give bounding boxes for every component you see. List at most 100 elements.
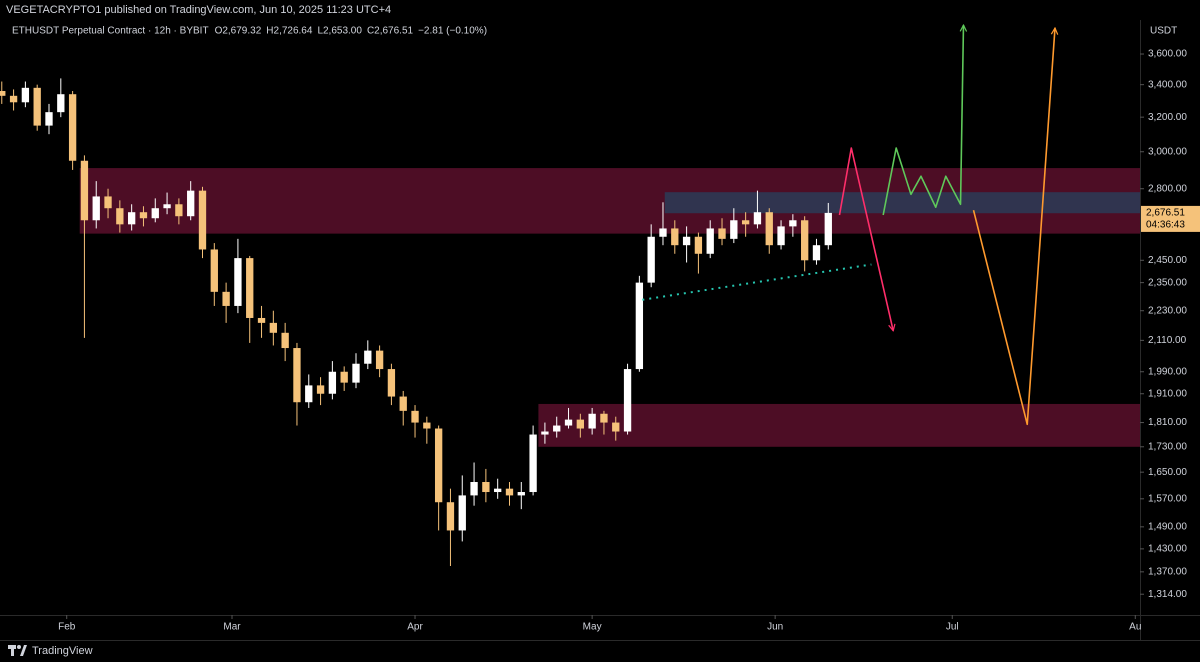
- candle-body: [741, 220, 750, 225]
- candle-body: [364, 350, 372, 364]
- y-tick-label: 1,990.00: [1148, 366, 1187, 377]
- ohlc-value: O2,679.32: [215, 26, 262, 37]
- projection-path: [838, 147, 894, 331]
- axes: 3,600.00 3,400.00 3,200.00 3,000.00 2,800.00…: [58, 49, 1200, 633]
- candle-body: [21, 87, 30, 103]
- zones: [79, 168, 1141, 447]
- y-tick-label: 1,810.00: [1148, 417, 1187, 428]
- candle-body: [269, 322, 278, 333]
- candle-body: [600, 413, 608, 423]
- candle-body: [234, 258, 242, 306]
- candle-body: [694, 236, 703, 254]
- x-tick-label: Apr: [407, 622, 423, 633]
- candle-body: [824, 212, 832, 246]
- y-tick-label: 1,650.00: [1148, 467, 1187, 478]
- candle-body: [812, 245, 821, 261]
- ohlc-value: −2.81 (−0.10%): [418, 26, 487, 37]
- candle-body: [588, 413, 596, 429]
- currency: USDT: [1150, 26, 1177, 37]
- candle-body: [458, 495, 466, 531]
- candle-body: [222, 291, 230, 306]
- candle-body: [635, 282, 644, 370]
- candle-body: [92, 196, 100, 221]
- candle-body: [659, 228, 667, 237]
- x-tick-label: Jul: [946, 622, 959, 633]
- x-tick-label: Jun: [767, 622, 783, 633]
- candle-body: [328, 371, 337, 394]
- candle-body: [399, 396, 407, 411]
- candle-body: [718, 228, 726, 239]
- candle-body: [505, 488, 514, 496]
- x-tick-label: Feb: [58, 622, 76, 633]
- x-tick-label: Mar: [223, 622, 241, 633]
- candle-body: [753, 212, 762, 225]
- candle-body: [187, 190, 195, 217]
- candle-body: [647, 236, 655, 283]
- candle-body: [494, 488, 502, 493]
- candle-body: [529, 434, 537, 493]
- y-tick-label: 3,000.00: [1148, 146, 1187, 157]
- y-tick-label: 1,490.00: [1148, 521, 1187, 532]
- y-tick-label: 1,910.00: [1148, 388, 1187, 399]
- candle-body: [730, 220, 738, 239]
- y-tick-label: 3,600.00: [1148, 49, 1187, 60]
- x-tick-label: Au: [1129, 622, 1141, 633]
- candle-body: [0, 91, 6, 96]
- candle-body: [305, 385, 313, 403]
- candle-body: [671, 228, 679, 246]
- candle-body: [9, 95, 18, 103]
- y-tick-label: 2,230.00: [1148, 305, 1187, 316]
- candle-body: [175, 204, 183, 217]
- brand-logo: [8, 645, 27, 656]
- candle-body: [257, 317, 266, 323]
- candle-body: [293, 348, 301, 403]
- candle-body: [375, 350, 384, 370]
- ohlc-value: L2,653.00: [317, 26, 362, 37]
- candle-body: [57, 94, 65, 113]
- candle-body: [564, 419, 573, 426]
- candle-body: [446, 502, 455, 531]
- candle-body: [553, 425, 561, 432]
- publisher: VEGETACRYPTO1 published on TradingView.c…: [6, 4, 391, 16]
- candle-body: [541, 431, 549, 435]
- candle-body: [612, 422, 620, 432]
- brand: TradingView: [32, 645, 93, 657]
- candle-body: [411, 410, 419, 423]
- projection-path: [972, 28, 1055, 426]
- y-tick-label: 2,350.00: [1148, 277, 1187, 288]
- candle-body: [163, 204, 171, 209]
- candle-body: [706, 228, 714, 254]
- candle-body: [470, 482, 478, 496]
- candle-body: [316, 385, 325, 394]
- candle-body: [352, 363, 360, 383]
- last-price-box: [1141, 205, 1200, 232]
- candle-body: [517, 492, 525, 496]
- ohlc-value: C2,676.51: [367, 26, 414, 37]
- y-tick-label: 3,200.00: [1148, 112, 1187, 123]
- candle-body: [777, 226, 785, 246]
- y-tick-label: 2,450.00: [1148, 255, 1187, 266]
- candle-body: [423, 422, 431, 429]
- candle-body: [68, 94, 77, 161]
- symbol-title: ETHUSDT Perpetual Contract · 12h · BYBIT: [12, 26, 209, 37]
- candle-body: [281, 332, 289, 349]
- y-tick-label: 1,570.00: [1148, 493, 1187, 504]
- last-price: 2,676.51: [1146, 208, 1185, 219]
- candle-body: [45, 112, 53, 126]
- candle-body: [789, 220, 797, 227]
- candle-body: [246, 258, 254, 318]
- candle-body: [210, 249, 218, 292]
- candle-body: [340, 371, 348, 383]
- candle-body: [801, 220, 809, 261]
- candle-body: [682, 236, 691, 246]
- candles: [0, 78, 832, 567]
- candle-body: [434, 428, 443, 503]
- y-tick-label: 1,430.00: [1148, 544, 1187, 555]
- candle-body: [765, 212, 773, 246]
- y-tick-label: 1,730.00: [1148, 441, 1187, 452]
- countdown: 04:36:43: [1146, 220, 1185, 231]
- candle-body: [387, 369, 396, 397]
